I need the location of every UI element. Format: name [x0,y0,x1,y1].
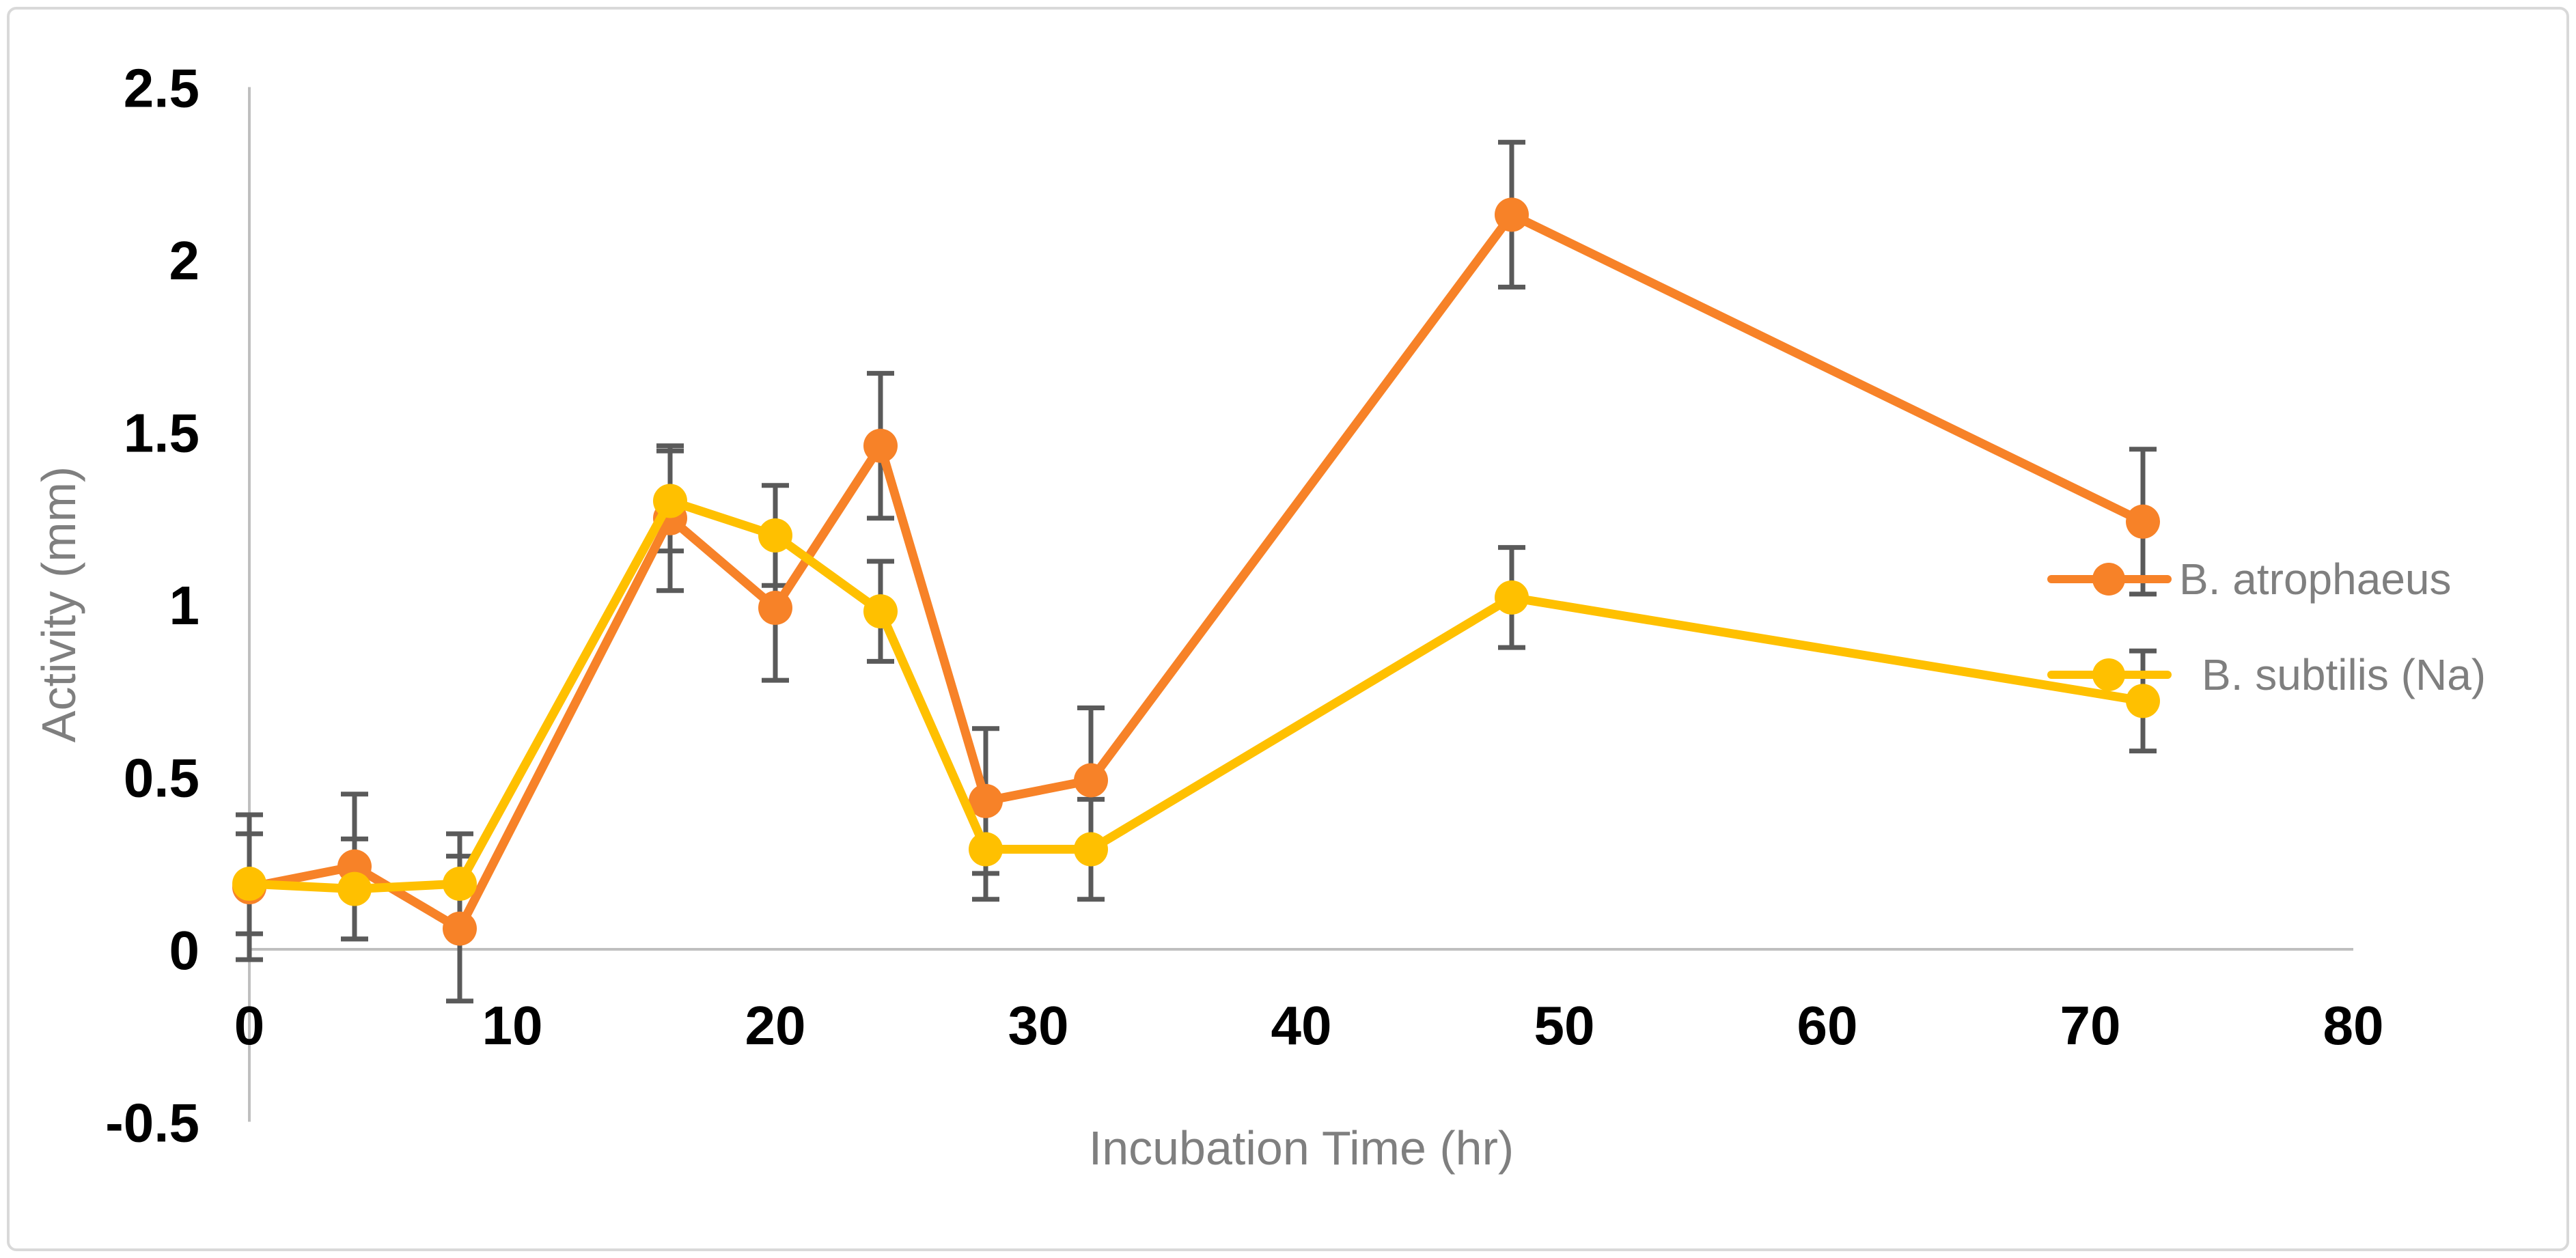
legend-label-series-1: B. subtilis (Na) [2202,650,2486,699]
x-tick-label-60: 60 [1797,995,1858,1056]
x-tick-label-50: 50 [1534,995,1595,1056]
y-tick-label-2: 2 [169,230,200,291]
y-tick-label-0: 0 [169,920,200,981]
x-tick-label-10: 10 [482,995,543,1056]
data-point-b-subtilis-na--x16 [653,484,687,518]
x-tick-label-30: 30 [1008,995,1069,1056]
data-point-b-subtilis-na--x4 [337,871,372,906]
x-tick-label-80: 80 [2323,995,2384,1056]
y-tick-label-0.5: 0.5 [124,748,199,809]
y-tick-label-1.5: 1.5 [124,403,199,464]
legend: B. atrophaeus B. subtilis (Na) [2047,555,2486,699]
data-point-b-atrophaeus-x48 [1495,197,1529,232]
legend-marker-b-subtilis-na- [2092,658,2125,691]
data-point-b-atrophaeus-x72 [2126,504,2160,539]
legend-label-series-0: B. atrophaeus [2179,555,2452,604]
data-point-b-subtilis-na--x0 [232,867,266,901]
data-point-b-subtilis-na--x32 [1074,832,1108,867]
data-series [232,197,2160,946]
data-point-b-atrophaeus-x8 [443,911,477,946]
data-point-b-subtilis-na--x48 [1495,580,1529,615]
series-line-b-subtilis-na- [245,497,2148,894]
legend-key-samples [2047,563,2172,691]
data-point-b-atrophaeus-x32 [1074,763,1108,798]
chart-border-frame [7,7,2569,1251]
data-point-b-subtilis-na--x72 [2126,684,2160,718]
data-point-b-atrophaeus-x24 [863,428,898,463]
series-b-subtilis-na- [232,484,2160,906]
series-line-b-atrophaeus [245,210,2148,934]
y-tick-label--0.5: -0.5 [105,1093,199,1154]
tick-labels: 2.5 2 1.5 1 0.5 0 -0.5 0 10 20 30 40 50 60 70 80 [105,58,2383,1154]
x-tick-label-40: 40 [1271,995,1332,1056]
data-point-b-atrophaeus-x20 [758,591,792,626]
data-point-b-subtilis-na--x20 [758,518,792,553]
data-point-b-subtilis-na--x8 [443,867,477,901]
y-tick-label-1: 1 [169,575,200,636]
legend-marker-b-atrophaeus [2092,563,2125,596]
x-tick-label-70: 70 [2060,995,2121,1056]
y-tick-label-2.5: 2.5 [124,58,199,119]
data-point-b-subtilis-na--x24 [863,594,898,629]
x-tick-label-0: 0 [234,995,265,1056]
data-point-b-atrophaeus-x28 [969,783,1003,818]
data-point-b-subtilis-na--x28 [969,832,1003,867]
x-axis-title: Incubation Time (hr) [1089,1121,1514,1175]
x-tick-label-20: 20 [745,995,806,1056]
y-axis-title: Activity (mm) [32,466,85,742]
